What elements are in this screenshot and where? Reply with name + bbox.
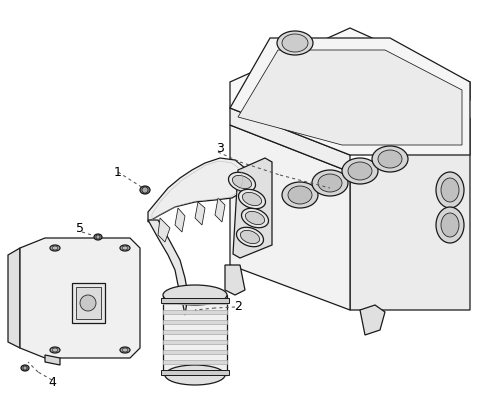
Polygon shape xyxy=(163,320,227,324)
Polygon shape xyxy=(230,108,350,172)
Text: 4: 4 xyxy=(48,376,56,390)
Ellipse shape xyxy=(372,146,408,172)
Polygon shape xyxy=(350,118,470,310)
Ellipse shape xyxy=(277,31,313,55)
Ellipse shape xyxy=(245,212,264,224)
Ellipse shape xyxy=(165,365,225,385)
Ellipse shape xyxy=(96,235,100,239)
Ellipse shape xyxy=(282,34,308,52)
Polygon shape xyxy=(360,305,385,335)
Ellipse shape xyxy=(232,176,252,188)
Text: 3: 3 xyxy=(216,142,224,154)
Text: 1: 1 xyxy=(114,166,122,178)
Ellipse shape xyxy=(120,245,130,251)
Polygon shape xyxy=(215,198,225,222)
Ellipse shape xyxy=(120,347,130,353)
Polygon shape xyxy=(148,158,248,222)
Polygon shape xyxy=(163,360,227,364)
Ellipse shape xyxy=(239,189,265,209)
Polygon shape xyxy=(163,310,227,314)
Ellipse shape xyxy=(142,187,148,193)
Ellipse shape xyxy=(378,150,402,168)
Polygon shape xyxy=(20,238,140,358)
Ellipse shape xyxy=(240,230,260,244)
Polygon shape xyxy=(158,218,170,242)
Ellipse shape xyxy=(122,348,128,352)
Ellipse shape xyxy=(318,174,342,192)
Polygon shape xyxy=(148,220,188,315)
Ellipse shape xyxy=(242,192,262,206)
Ellipse shape xyxy=(140,186,150,194)
Ellipse shape xyxy=(441,213,459,237)
Ellipse shape xyxy=(94,234,102,240)
Polygon shape xyxy=(163,295,227,375)
Polygon shape xyxy=(175,208,185,232)
Polygon shape xyxy=(230,125,350,310)
Polygon shape xyxy=(161,370,229,375)
Ellipse shape xyxy=(288,186,312,204)
Text: 2: 2 xyxy=(234,300,242,314)
Ellipse shape xyxy=(50,347,60,353)
Polygon shape xyxy=(233,158,272,258)
Polygon shape xyxy=(76,287,101,319)
Text: 5: 5 xyxy=(76,222,84,234)
Ellipse shape xyxy=(50,245,60,251)
Polygon shape xyxy=(230,38,470,155)
Ellipse shape xyxy=(342,158,378,184)
Ellipse shape xyxy=(52,348,58,352)
Ellipse shape xyxy=(23,366,27,370)
Ellipse shape xyxy=(80,295,96,311)
Polygon shape xyxy=(225,265,245,295)
Polygon shape xyxy=(230,28,470,155)
Ellipse shape xyxy=(241,208,268,228)
Ellipse shape xyxy=(436,172,464,208)
Polygon shape xyxy=(238,50,462,145)
Polygon shape xyxy=(8,248,20,348)
Polygon shape xyxy=(45,355,60,365)
Polygon shape xyxy=(195,202,205,225)
Polygon shape xyxy=(163,330,227,334)
Ellipse shape xyxy=(122,246,128,250)
Ellipse shape xyxy=(312,170,348,196)
Polygon shape xyxy=(72,283,105,323)
Ellipse shape xyxy=(237,227,264,247)
Ellipse shape xyxy=(441,178,459,202)
Polygon shape xyxy=(163,350,227,354)
Ellipse shape xyxy=(436,207,464,243)
Polygon shape xyxy=(163,370,227,374)
Ellipse shape xyxy=(52,246,58,250)
Polygon shape xyxy=(161,298,229,303)
Ellipse shape xyxy=(348,162,372,180)
Polygon shape xyxy=(163,340,227,344)
Polygon shape xyxy=(163,300,227,304)
Ellipse shape xyxy=(21,365,29,371)
Ellipse shape xyxy=(282,182,318,208)
Ellipse shape xyxy=(228,172,255,192)
Ellipse shape xyxy=(163,285,227,305)
